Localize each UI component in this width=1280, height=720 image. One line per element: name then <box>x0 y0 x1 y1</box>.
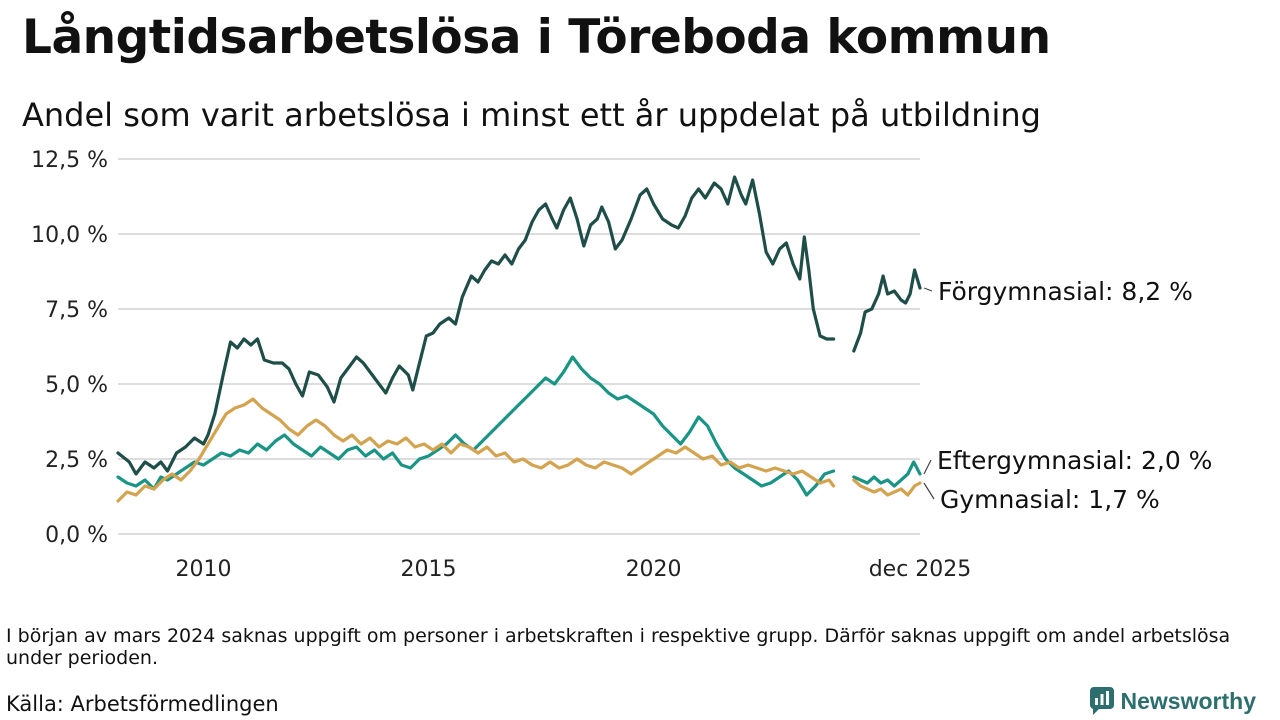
y-tick-label: 12,5 % <box>31 148 108 173</box>
x-tick-label: 2010 <box>176 557 232 582</box>
series-label-eftergymnasial: Eftergymnasial: 2,0 % <box>937 446 1212 475</box>
series-line-forgymnasial-recent <box>852 268 922 353</box>
x-tick-label: 2015 <box>401 557 457 582</box>
y-tick-label: 7,5 % <box>45 298 108 323</box>
newsworthy-logo-icon <box>1089 687 1114 715</box>
label-leader-forgymnasial <box>923 287 933 292</box>
x-axis: 2010 2015 2020 dec 2025 <box>176 557 972 582</box>
series-line-forgymnasial <box>116 175 836 476</box>
y-tick-label: 5,0 % <box>45 373 108 398</box>
series-line-gymnasial <box>116 397 836 503</box>
brand-logo: Newsworthy <box>1089 686 1256 716</box>
series-label-gymnasial: Gymnasial: 1,7 % <box>940 485 1160 514</box>
series-labels: Förgymnasial: 8,2 % Eftergymnasial: 2,0 %… <box>923 277 1212 514</box>
series-lines <box>116 175 922 503</box>
x-tick-label: dec 2025 <box>869 557 972 582</box>
chart-subtitle: Andel som varit arbetslösa i minst ett å… <box>22 96 1041 134</box>
x-tick-label: 2020 <box>626 557 682 582</box>
y-tick-label: 2,5 % <box>45 448 108 473</box>
y-axis: 0,0 % 2,5 % 5,0 % 7,5 % 10,0 % 12,5 % <box>31 148 108 548</box>
brand-name: Newsworthy <box>1120 687 1256 714</box>
series-line-gymnasial-recent <box>852 478 922 497</box>
series-label-forgymnasial: Förgymnasial: 8,2 % <box>938 277 1193 306</box>
y-tick-label: 10,0 % <box>31 223 108 248</box>
series-line-eftergymnasial-recent <box>852 460 922 488</box>
series-line-eftergymnasial <box>116 355 836 497</box>
label-leader-gymnasial <box>923 482 935 500</box>
source-credit: Källa: Arbetsförmedlingen <box>6 692 279 716</box>
footnote: I början av mars 2024 saknas uppgift om … <box>6 625 1231 669</box>
line-chart: 0,0 %2,5 %5,0 %7,5 %10,0 %12,5 % 2010 201… <box>31 148 1212 582</box>
y-tick-label: 0,0 % <box>45 523 108 548</box>
gridlines <box>118 158 920 535</box>
chart-title: Långtidsarbetslösa i Töreboda kommun <box>22 10 1051 65</box>
label-leader-eftergymnasial <box>923 459 932 475</box>
